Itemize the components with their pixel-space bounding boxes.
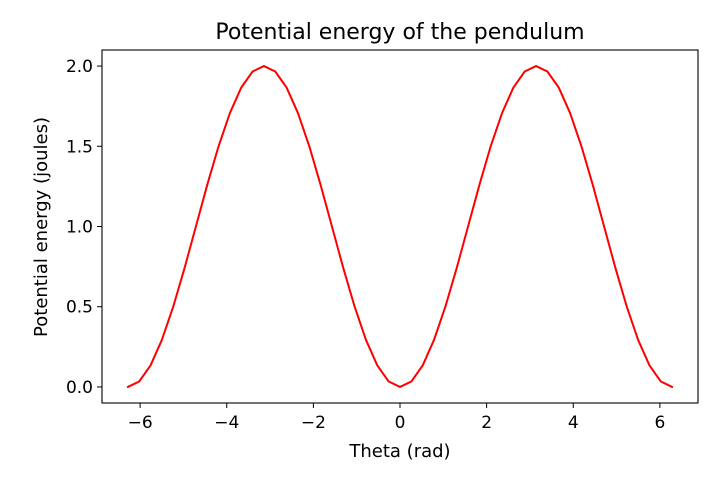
x-tick-label: 0 <box>395 413 406 433</box>
y-tick-label: 2.0 <box>66 57 93 77</box>
x-tick-label: 6 <box>654 413 665 433</box>
x-tick-label: −2 <box>301 413 326 433</box>
y-axis-label: Potential energy (joules) <box>31 117 52 337</box>
y-tick-label: 1.0 <box>66 218 93 238</box>
y-tick-label: 0.0 <box>66 378 93 398</box>
y-tick-label: 1.5 <box>66 137 93 157</box>
x-axis: −6 −4 −2 0 2 4 6 <box>128 403 665 433</box>
x-tick-label: −6 <box>128 413 153 433</box>
x-tick-label: 4 <box>568 413 579 433</box>
y-tick-label: 0.5 <box>66 298 93 318</box>
chart-title: Potential energy of the pendulum <box>215 20 584 45</box>
series-layer <box>126 65 674 388</box>
y-axis: 0.0 0.5 1.0 1.5 2.0 <box>66 57 102 398</box>
x-axis-label: Theta (rad) <box>348 441 450 462</box>
x-tick-label: −4 <box>214 413 239 433</box>
series-line <box>126 65 674 388</box>
plot-area <box>102 50 698 403</box>
x-tick-label: 2 <box>481 413 492 433</box>
